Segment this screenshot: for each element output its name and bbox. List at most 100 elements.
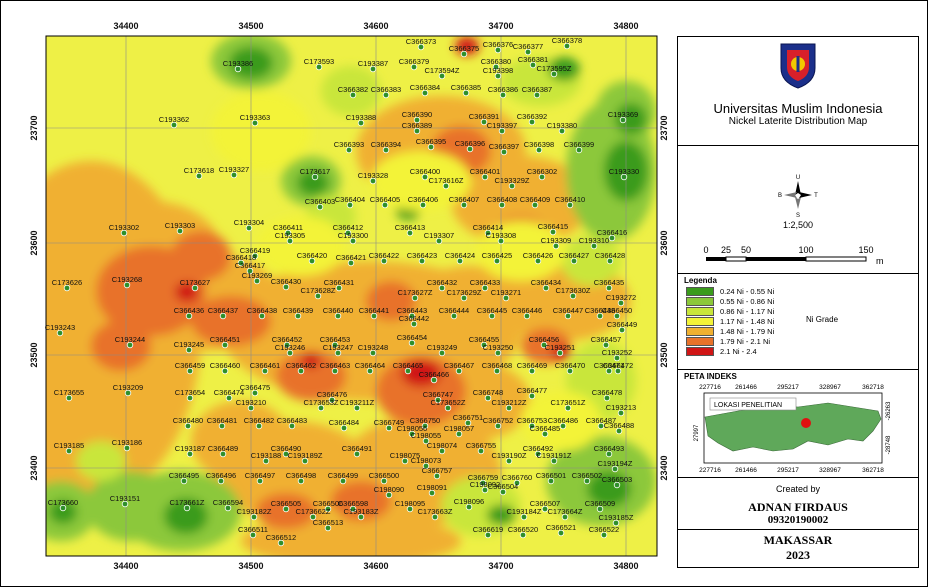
drillhole-marker — [253, 277, 261, 285]
drillhole-label: C366466 — [419, 370, 449, 379]
drillhole-marker — [550, 70, 558, 78]
drillhole-point: C366446 — [512, 306, 542, 320]
drillhole-marker — [499, 91, 507, 99]
drillhole-point: C366375 — [449, 44, 479, 58]
drillhole-point: C366759 — [468, 473, 498, 487]
drillhole-point: C173617 — [300, 167, 330, 181]
drillhole-point: C366387 — [522, 85, 552, 99]
drillhole-label: C366425 — [482, 251, 512, 260]
drillhole-label: C193244 — [115, 335, 145, 344]
drillhole-marker — [369, 349, 377, 357]
drillhole-label: C193303 — [165, 221, 195, 230]
drillhole-label: C173628Z — [300, 286, 335, 295]
drillhole-point: C366399 — [564, 140, 594, 154]
drillhole-marker — [434, 396, 442, 404]
drillhole-marker — [339, 477, 347, 485]
drillhole-point: C366442 — [399, 314, 429, 328]
drillhole-marker — [481, 173, 489, 181]
legend-label: 0.55 Ni - 0.86 Ni — [720, 297, 775, 306]
drillhole-point: C366467 — [444, 361, 474, 375]
drillhole-marker — [438, 284, 446, 292]
drillhole-label: C193189Z — [287, 451, 322, 460]
drillhole-point: C366472 — [603, 361, 633, 375]
drillhole-label: C366477 — [517, 386, 547, 395]
drillhole-point: C366464 — [355, 361, 385, 375]
drillhole-marker — [344, 229, 352, 237]
drillhole-label: C366598 — [338, 499, 368, 508]
drillhole-label: C193388 — [346, 113, 376, 122]
university-name: Universitas Muslim Indonesia — [713, 101, 883, 116]
drillhole-label: C366401 — [470, 167, 500, 176]
drillhole-label: C366417 — [235, 261, 265, 270]
drillhole-label: C366444 — [439, 306, 469, 315]
drillhole-label: C193268 — [112, 275, 142, 284]
drillhole-label: C193387 — [358, 59, 388, 68]
drillhole-point: C366512 — [266, 533, 296, 547]
drillhole-point: C193305 — [275, 231, 305, 245]
drillhole-marker — [283, 341, 291, 349]
drillhole-point: C366392 — [517, 112, 547, 126]
drillhole-marker — [413, 116, 421, 124]
drillhole-marker — [370, 312, 378, 320]
grade-zone — [164, 498, 208, 534]
drillhole-label: C366506 — [313, 499, 343, 508]
drillhole-marker — [508, 182, 516, 190]
drillhole-point: C366405 — [370, 195, 400, 209]
drillhole-marker — [613, 481, 621, 489]
compass-west-label: B — [778, 193, 782, 199]
grade-zone — [91, 321, 151, 371]
drillhole-marker — [552, 242, 560, 250]
drillhole-point: C366448 — [585, 306, 615, 320]
legend-swatch — [686, 337, 714, 346]
drillhole-label: C193185 — [54, 441, 84, 450]
drillhole-marker — [559, 422, 567, 430]
drillhole-marker — [123, 281, 131, 289]
drillhole-point: C366466 — [419, 370, 449, 384]
scale-label-25: 25 — [721, 245, 731, 255]
drillhole-label: C366748 — [473, 388, 503, 397]
drillhole-marker — [183, 504, 191, 512]
drillhole-point: C366425 — [482, 251, 512, 265]
drillhole-point: C193185 — [54, 441, 84, 455]
title-box: Universitas Muslim Indonesia Nickel Late… — [678, 37, 918, 146]
drillhole-label: C198090 — [374, 485, 404, 494]
drillhole-label: C173629Z — [446, 288, 481, 297]
drillhole-point: C193388 — [346, 113, 376, 127]
drillhole-point: C198057 — [444, 424, 474, 438]
drillhole-point: C193329Z — [494, 176, 530, 190]
drillhole-label: C366376 — [483, 40, 513, 49]
drillhole-marker — [541, 430, 549, 438]
drillhole-marker — [564, 312, 572, 320]
index-tick-bottom-2: 261466 — [735, 467, 757, 474]
drillhole-marker — [422, 437, 430, 445]
drillhole-point: C193327 — [219, 165, 249, 179]
drillhole-marker — [413, 127, 421, 135]
drillhole-label: C366419 — [240, 246, 270, 255]
drillhole-marker — [353, 404, 361, 412]
drillhole-marker — [524, 48, 532, 56]
drillhole-label: C193188 — [251, 451, 281, 460]
drillhole-point: C366499 — [328, 471, 358, 485]
drillhole-marker — [219, 450, 227, 458]
drillhole-marker — [481, 284, 489, 292]
drillhole-point: C366376 — [483, 40, 513, 54]
drillhole-marker — [481, 486, 489, 494]
drillhole-label: C366619 — [473, 525, 503, 534]
drillhole-point: C366504 — [488, 482, 518, 496]
drillhole-label: C193248 — [358, 343, 388, 352]
drillhole-label: C366422 — [369, 251, 399, 260]
drillhole-marker — [419, 201, 427, 209]
drillhole-point: C173626 — [52, 278, 82, 292]
drillhole-label: C366412 — [333, 223, 363, 232]
drillhole-label: C366461 — [250, 361, 280, 370]
drillhole-marker — [184, 422, 192, 430]
x-tick-top: 34500 — [238, 21, 263, 31]
drillhole-point: C193386 — [223, 59, 253, 73]
legend-label: 0.86 Ni - 1.17 Ni — [720, 307, 775, 316]
compass-north-label: U — [796, 175, 800, 181]
drillhole-point: C366506 — [313, 499, 343, 513]
drillhole-marker — [438, 349, 446, 357]
grade-zone — [455, 37, 479, 55]
legend-label: 1.17 Ni - 1.48 Ni — [720, 317, 775, 326]
